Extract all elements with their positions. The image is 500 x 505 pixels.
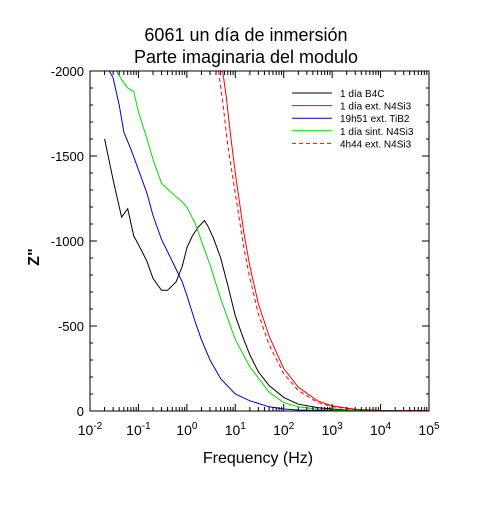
x-tick-label: 10-2	[78, 421, 103, 438]
x-tick-label: 105	[418, 421, 440, 438]
series-line-5	[218, 71, 429, 411]
chart-title: 6061 un día de inmersión	[144, 25, 347, 45]
plot-area	[104, 71, 429, 411]
legend-label-1: 1 día B4C	[340, 89, 384, 100]
y-axis-label: Z"	[26, 248, 43, 265]
series-line-1	[104, 138, 429, 411]
x-tick-label: 10-1	[126, 421, 151, 438]
axes: 10-2 10-1 100 101 102 103 104 105 -2000 -1500 -100…	[51, 64, 440, 438]
x-axis-label: Frequency (Hz)	[203, 450, 313, 467]
x-tick-label: 100	[176, 421, 198, 438]
y-tick-label: -1500	[51, 149, 84, 164]
y-tick-label: -500	[58, 319, 84, 334]
series-line-4	[109, 71, 429, 411]
x-tick-label: 102	[273, 421, 295, 438]
legend-label-4: 1 día sint. N4Si3	[340, 127, 414, 138]
chart-subtitle: Parte imaginaria del modulo	[134, 47, 358, 67]
y-tick-label: -2000	[51, 64, 84, 79]
x-tick-label: 103	[322, 421, 344, 438]
legend-label-3: 19h51 ext. TiB2	[340, 114, 410, 125]
y-tick-label: -1000	[51, 234, 84, 249]
x-tick-label: 101	[225, 421, 247, 438]
x-tick-label: 104	[370, 421, 392, 438]
legend-label-2: 1 día ext. N4Si3	[340, 102, 412, 113]
legend-label-5: 4h44 ext. N4Si3	[340, 139, 412, 150]
y-tick-label: 0	[77, 404, 84, 419]
